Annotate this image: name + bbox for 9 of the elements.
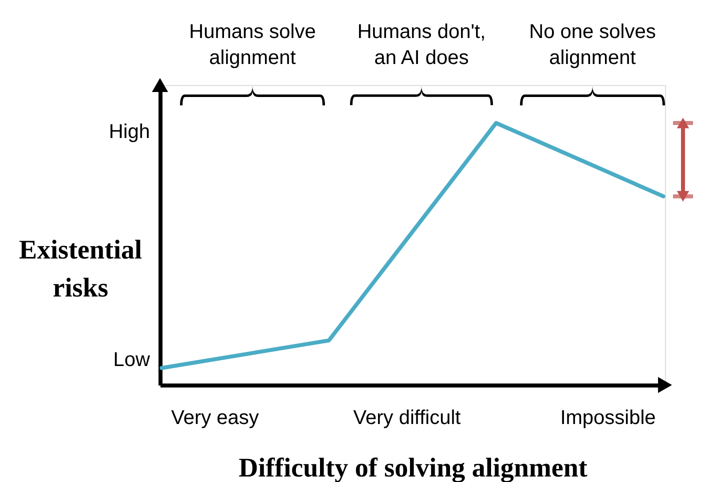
text: Impossible [560, 407, 656, 429]
text: Humans solve alignment [189, 21, 316, 69]
text: Humans don't, an AI does [357, 21, 486, 69]
text: Very difficult [353, 407, 462, 429]
y-axis-title: Existential risks [18, 234, 142, 302]
text: No one solves alignment [529, 21, 656, 69]
text: Low [113, 349, 151, 371]
text: Very easy [171, 407, 259, 429]
text: High [108, 121, 150, 143]
